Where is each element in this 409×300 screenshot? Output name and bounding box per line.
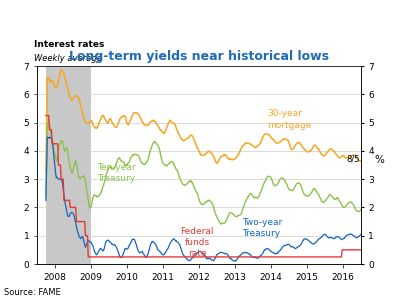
Text: Two-year
Treasury: Two-year Treasury <box>242 218 282 239</box>
Y-axis label: %: % <box>374 155 384 165</box>
Text: Federal
funds
rate: Federal funds rate <box>180 226 213 258</box>
Text: Interest rates: Interest rates <box>34 40 104 49</box>
Text: Source: FAME: Source: FAME <box>4 288 61 297</box>
Title: Long-term yields near historical lows: Long-term yields near historical lows <box>69 50 328 63</box>
Text: 30-year
mortgage: 30-year mortgage <box>266 110 310 130</box>
Text: Weekly average: Weekly average <box>34 54 101 63</box>
Text: Ten-year
Treasury: Ten-year Treasury <box>97 163 135 183</box>
Bar <box>46 66 91 264</box>
Text: 8/5: 8/5 <box>345 154 359 164</box>
